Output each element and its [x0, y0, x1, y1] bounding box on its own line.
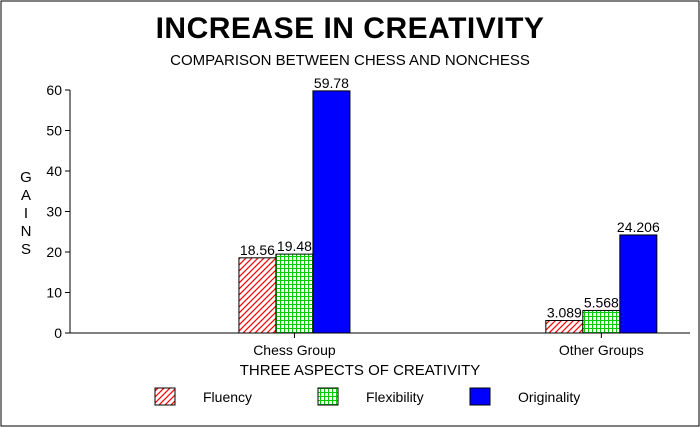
data-label: 24.206 [617, 219, 660, 235]
x-tick-label: Chess Group [253, 342, 336, 358]
data-label: 18.56 [240, 242, 275, 258]
y-tick-label: 20 [46, 244, 62, 260]
chart-title: INCREASE IN CREATIVITY [155, 12, 545, 45]
legend-swatch-originality [469, 387, 491, 406]
bar-fluency-1 [545, 319, 584, 334]
y-axis-label-letter: N [21, 223, 32, 240]
y-axis-label-letter: A [21, 187, 31, 204]
legend-label-fluency: Fluency [203, 389, 252, 405]
legend-label-flexibility: Flexibility [366, 389, 424, 405]
data-label: 59.78 [314, 75, 349, 91]
bar-flexibility-1 [582, 309, 621, 334]
y-axis-label-letter: S [21, 241, 31, 258]
x-axis-title: THREE ASPECTS OF CREATIVITY [240, 362, 481, 379]
y-tick-label: 60 [46, 82, 62, 98]
y-tick-label: 30 [46, 204, 62, 220]
bar-flexibility-0 [275, 253, 314, 334]
legend-swatch-flexibility [317, 387, 339, 406]
bar-fluency-0 [238, 257, 277, 334]
x-tick-label: Other Groups [559, 342, 644, 358]
y-axis-label-letter: G [20, 169, 32, 186]
legend-swatch-fluency [154, 387, 176, 406]
bar-originality-1 [619, 234, 658, 334]
y-axis-label-letter: I [24, 205, 28, 222]
data-label: 19.48 [277, 238, 312, 254]
data-label: 3.089 [547, 304, 582, 320]
y-tick-label: 40 [46, 163, 62, 179]
chart-subtitle: COMPARISON BETWEEN CHESS AND NONCHESS [170, 52, 530, 69]
y-tick-label: 0 [54, 325, 62, 341]
y-tick-label: 50 [46, 123, 62, 139]
bar-originality-0 [312, 90, 351, 334]
legend-label-originality: Originality [518, 389, 580, 405]
data-label: 5.568 [584, 294, 619, 310]
y-tick-label: 10 [46, 285, 62, 301]
